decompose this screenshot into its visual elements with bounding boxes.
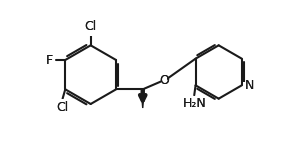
Text: F: F	[46, 53, 53, 67]
Polygon shape	[141, 89, 144, 108]
Text: N: N	[245, 79, 254, 92]
Text: Cl: Cl	[85, 20, 97, 33]
FancyBboxPatch shape	[188, 96, 200, 102]
Text: Cl: Cl	[85, 20, 97, 33]
FancyBboxPatch shape	[58, 99, 67, 105]
FancyBboxPatch shape	[161, 77, 167, 83]
Text: H₂N: H₂N	[182, 97, 206, 110]
FancyBboxPatch shape	[243, 82, 249, 88]
Text: O: O	[159, 73, 169, 87]
Text: Cl: Cl	[56, 101, 69, 114]
FancyBboxPatch shape	[86, 30, 95, 36]
Text: F: F	[46, 53, 53, 67]
Text: Cl: Cl	[56, 101, 69, 114]
Text: N: N	[245, 79, 254, 92]
Text: O: O	[159, 73, 169, 87]
Text: H₂N: H₂N	[182, 97, 206, 110]
FancyBboxPatch shape	[50, 57, 55, 63]
